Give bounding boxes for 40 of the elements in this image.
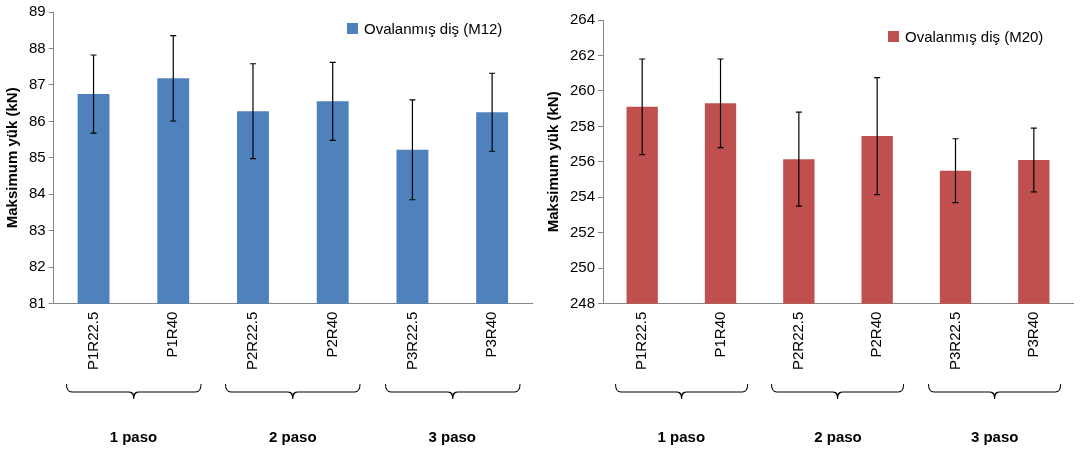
- text: 2 paso: [269, 428, 317, 445]
- x-tick-label: P3R22.5: [402, 311, 420, 370]
- x-tick-label: P2R22.5: [243, 311, 261, 370]
- x-tick-label: P3R22.5: [945, 311, 963, 370]
- text: 3 paso: [428, 428, 477, 445]
- y-tick-label: 260: [570, 81, 596, 99]
- y-tick-label: 250: [570, 258, 596, 276]
- y-tick-label: 87: [29, 75, 46, 93]
- x-tick-label: P3R40: [482, 311, 500, 358]
- y-tick-label: 252: [570, 222, 596, 240]
- x-tick-label: P1R22.5: [83, 311, 101, 370]
- y-tick-label: 258: [570, 116, 596, 134]
- text: 2 paso: [814, 428, 862, 445]
- legend-label: Ovalanmış diş (M20): [905, 28, 1044, 45]
- x-tick-label: P2R40: [322, 311, 340, 358]
- x-tick-label: P2R22.5: [788, 311, 806, 370]
- y-axis-title: Maksimum yük (kN): [544, 91, 562, 233]
- y-tick-label: 248: [570, 293, 596, 311]
- y-tick-label: 81: [29, 293, 46, 311]
- y-tick-label: 83: [29, 220, 46, 238]
- y-tick-label: 84: [29, 184, 46, 202]
- x-tick-label: P2R40: [867, 311, 885, 358]
- x-tick-label: P3R40: [1023, 311, 1041, 358]
- y-tick-label: 262: [570, 45, 596, 63]
- y-axis-title: Maksimum yük (kN): [3, 87, 21, 229]
- x-tick-label: P1R22.5: [632, 311, 650, 370]
- text: 1 paso: [657, 428, 706, 445]
- x-tick-label: P1R40: [710, 311, 728, 358]
- y-tick-label: 85: [29, 147, 46, 165]
- legend-label: Ovalanmış diş (M12): [364, 20, 503, 37]
- y-tick-label: 86: [29, 111, 46, 129]
- text: 3 paso: [970, 428, 1019, 445]
- y-tick-label: 88: [29, 38, 46, 56]
- y-tick-label: 264: [570, 10, 596, 28]
- text: 1 paso: [109, 428, 158, 445]
- y-tick-label: 89: [29, 2, 46, 20]
- y-tick-label: 254: [570, 187, 596, 205]
- y-tick-label: 82: [29, 257, 46, 275]
- y-tick-label: 256: [570, 151, 596, 169]
- x-tick-label: P1R40: [163, 311, 181, 358]
